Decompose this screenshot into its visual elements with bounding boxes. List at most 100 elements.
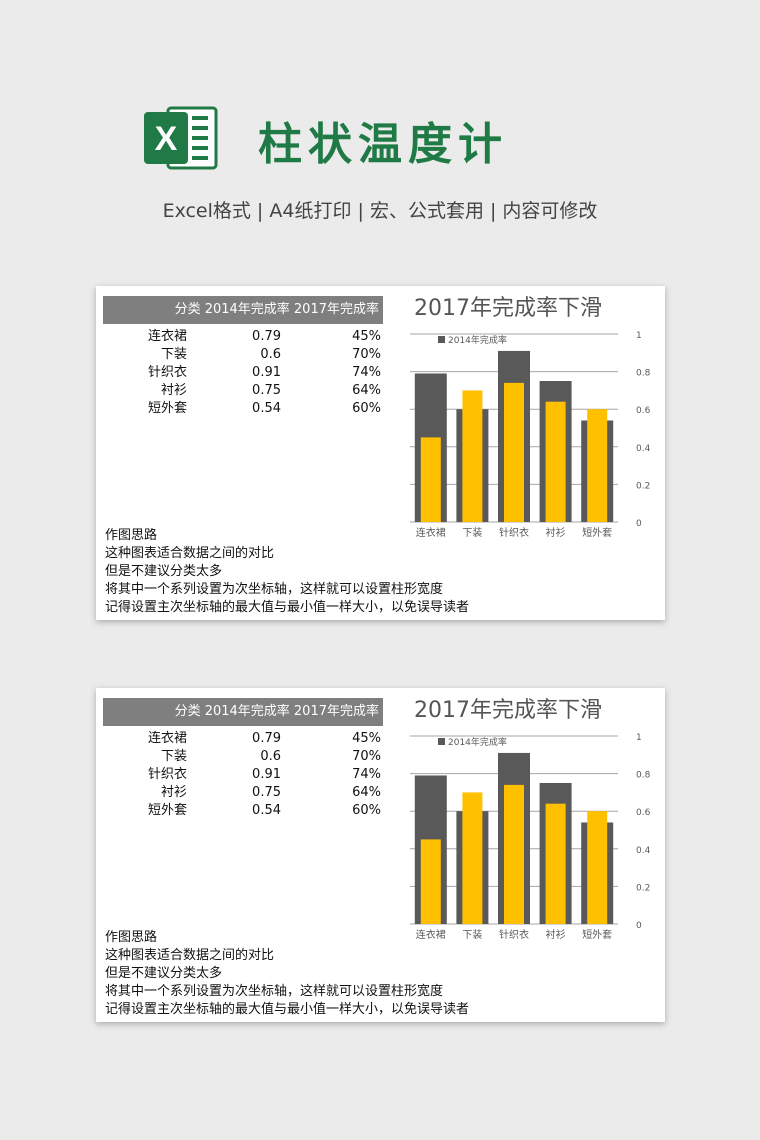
x-tick-label: 针织衣 [499,928,529,941]
bar-2017 [462,390,483,522]
value-2017-cell: 74% [352,767,381,782]
y-tick-label: 0.4 [636,444,651,454]
value-2017-cell: 60% [352,803,381,818]
note-line: 记得设置主次坐标轴的最大值与最小值一样大小，以免误导读者 [105,1002,470,1017]
y-tick-label: 0.6 [636,808,651,818]
page-header: X 柱状温度计 Excel格式 | A4纸打印 | 宏、公式套用 | 内容可修改 [0,0,760,250]
x-tick-label: 短外套 [582,928,612,941]
value-2014-cell: 0.54 [252,803,281,818]
bar-2017 [587,409,608,522]
table-row: 连衣裙 0.79 45% [103,730,383,748]
note-line: 但是不建议分类太多 [105,564,223,579]
value-2014-cell: 0.91 [252,767,281,782]
x-tick-label: 针织衣 [499,526,529,539]
bar-2017 [462,792,483,924]
table-row: 针织衣 0.91 74% [103,364,383,382]
note-line: 记得设置主次坐标轴的最大值与最小值一样大小，以免误导读者 [105,600,470,615]
x-tick-label: 衬衫 [546,526,566,539]
value-2017-cell: 64% [352,785,381,800]
category-cell: 衬衫 [160,383,187,398]
x-tick-label: 连衣裙 [416,928,446,941]
value-2014-cell: 0.79 [252,731,281,746]
y-tick-label: 1 [636,331,642,341]
note-line: 作图思路 [105,528,158,543]
x-tick-label: 下装 [462,526,482,539]
y-tick-label: 0.6 [636,406,651,416]
category-cell: 连衣裙 [147,731,187,746]
table-row: 下装 0.6 70% [103,346,383,364]
value-2017-cell: 60% [352,401,381,416]
spreadsheet-preview-2: 分类 2014年完成率 2017年完成率 连衣裙 0.79 45% 下装 0.6… [96,688,665,1022]
value-2014-cell: 0.6 [260,347,281,362]
value-2017-cell: 64% [352,383,381,398]
value-2017-cell: 70% [352,749,381,764]
y-tick-label: 0.8 [636,771,651,781]
bar-2017 [504,382,524,522]
y-tick-label: 0.2 [636,481,650,491]
spreadsheet-preview-1: 分类 2014年完成率 2017年完成率 连衣裙 0.79 45% 下装 0.6… [96,286,665,620]
table-row: 连衣裙 0.79 45% [103,328,383,346]
page-title: 柱状温度计 [258,119,508,170]
x-tick-label: 短外套 [582,526,612,539]
legend-label: 2014年完成率 [448,736,507,748]
bar-2017 [504,784,524,924]
table-row: 短外套 0.54 60% [103,400,383,418]
category-cell: 短外套 [147,401,187,416]
category-cell: 针织衣 [147,365,187,380]
value-2014-cell: 0.79 [252,329,281,344]
note-line: 这种图表适合数据之间的对比 [105,546,275,561]
bar-2017 [587,811,608,924]
chart-title: 2017年完成率下滑 [414,296,602,321]
chart-title: 2017年完成率下滑 [414,698,602,723]
y-tick-label: 0.2 [636,883,650,893]
table-row: 下装 0.6 70% [103,748,383,766]
legend-label: 2014年完成率 [448,334,507,346]
x-tick-label: 下装 [462,928,482,941]
page-subtitle: Excel格式 | A4纸打印 | 宏、公式套用 | 内容可修改 [162,200,598,222]
bar-2017 [545,401,566,522]
legend-swatch [438,738,445,745]
y-tick-label: 0 [636,921,642,931]
note-line: 将其中一个系列设置为次坐标轴，这样就可以设置柱形宽度 [105,582,444,597]
bar-2017 [420,839,441,924]
table-header: 分类 2014年完成率 2017年完成率 [103,296,383,324]
y-tick-label: 0.8 [636,369,651,379]
bar-2017 [545,803,566,924]
bar-2017 [420,437,441,522]
table-row: 短外套 0.54 60% [103,802,383,820]
category-cell: 针织衣 [147,767,187,782]
note-line: 这种图表适合数据之间的对比 [105,948,275,963]
y-tick-label: 1 [636,733,642,743]
table-row: 针织衣 0.91 74% [103,766,383,784]
notes-block: 作图思路 这种图表适合数据之间的对比 但是不建议分类太多 将其中一个系列设置为次… [105,527,469,617]
x-tick-label: 连衣裙 [416,526,446,539]
legend-swatch [438,336,445,343]
category-cell: 下装 [160,749,187,764]
category-cell: 短外套 [147,803,187,818]
y-tick-label: 0 [636,519,642,529]
category-cell: 连衣裙 [147,329,187,344]
value-2017-cell: 45% [352,329,381,344]
note-line: 但是不建议分类太多 [105,966,223,981]
value-2014-cell: 0.6 [260,749,281,764]
bar-chart: 0 0.2 0.4 0.6 0.8 1 连衣裙 下装 针织衣 衬衫 短外套 2014年完成率 [410,733,651,941]
value-2014-cell: 0.75 [252,383,281,398]
bar-chart: 0 0.2 0.4 0.6 0.8 1 连衣裙 下装 针织衣 衬衫 短外套 2014年完成率 [410,331,651,539]
note-line: 将其中一个系列设置为次坐标轴，这样就可以设置柱形宽度 [105,984,444,999]
x-tick-label: 衬衫 [546,928,566,941]
y-tick-label: 0.4 [636,846,651,856]
table-row: 衬衫 0.75 64% [103,784,383,802]
value-2017-cell: 74% [352,365,381,380]
value-2014-cell: 0.75 [252,785,281,800]
category-cell: 下装 [160,347,187,362]
table-row: 衬衫 0.75 64% [103,382,383,400]
note-line: 作图思路 [105,930,158,945]
logo-letter: X [155,120,178,158]
value-2014-cell: 0.91 [252,365,281,380]
excel-logo-icon: X [144,106,218,170]
notes-block: 作图思路 这种图表适合数据之间的对比 但是不建议分类太多 将其中一个系列设置为次… [105,929,469,1019]
table-header: 分类 2014年完成率 2017年完成率 [103,698,383,726]
category-cell: 衬衫 [160,785,187,800]
value-2017-cell: 45% [352,731,381,746]
value-2017-cell: 70% [352,347,381,362]
